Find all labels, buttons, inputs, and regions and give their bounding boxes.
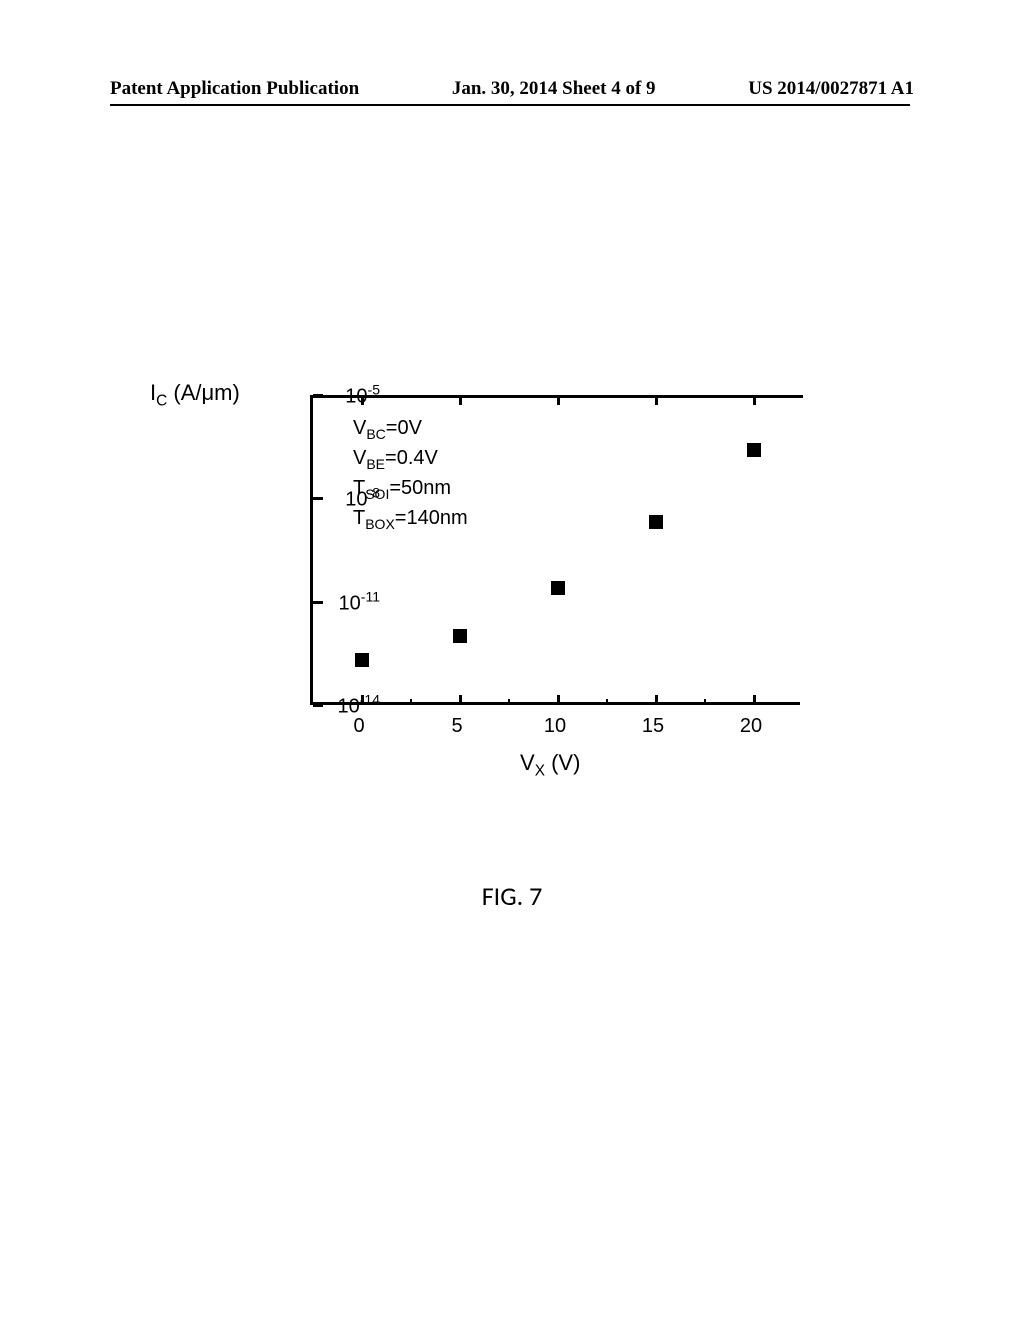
- x-tick-label: 10: [544, 715, 566, 738]
- plot-area: VBC=0VVBE=0.4VTSOI=50nmTBOX=140nm: [310, 395, 800, 705]
- x-tick-bottom: [655, 695, 658, 705]
- chart-container: IC (A/μm) VBC=0VVBE=0.4VTSOI=50nmTBOX=14…: [180, 380, 880, 800]
- y-tick-label: 10-5: [345, 382, 380, 409]
- header-right: US 2014/0027871 A1: [748, 78, 914, 100]
- x-minor-tick: [606, 699, 608, 705]
- y-tick-label: 10-11: [339, 588, 380, 615]
- header-rule: [110, 104, 910, 106]
- x-tick-bottom: [753, 695, 756, 705]
- y-tick: [313, 497, 323, 500]
- y-axis-label: IC (A/μm): [150, 380, 240, 410]
- x-tick-label: 15: [642, 715, 664, 738]
- y-tick: [313, 601, 323, 604]
- y-tick: [313, 704, 323, 707]
- header-left: Patent Application Publication: [110, 78, 359, 100]
- data-marker: [355, 653, 369, 667]
- x-tick-label: 0: [353, 715, 364, 738]
- x-axis-label: VX (V): [520, 750, 580, 780]
- data-marker: [453, 629, 467, 643]
- chart-annotation: VBE=0.4V: [353, 447, 438, 472]
- x-tick-bottom: [557, 695, 560, 705]
- x-minor-tick: [508, 699, 510, 705]
- y-tick-label: 10-8: [345, 485, 380, 512]
- chart-annotation: VBC=0V: [353, 417, 422, 442]
- figure-caption: FIG. 7: [0, 880, 1024, 912]
- x-minor-tick: [704, 699, 706, 705]
- data-marker: [551, 581, 565, 595]
- plot-top-border: [313, 395, 803, 398]
- x-minor-tick: [410, 699, 412, 705]
- data-marker: [747, 443, 761, 457]
- header-center: Jan. 30, 2014 Sheet 4 of 9: [452, 78, 656, 100]
- x-tick-label: 20: [740, 715, 762, 738]
- x-tick-label: 5: [451, 715, 462, 738]
- page-header: Patent Application Publication Jan. 30, …: [0, 78, 1024, 100]
- x-tick-bottom: [459, 695, 462, 705]
- data-marker: [649, 515, 663, 529]
